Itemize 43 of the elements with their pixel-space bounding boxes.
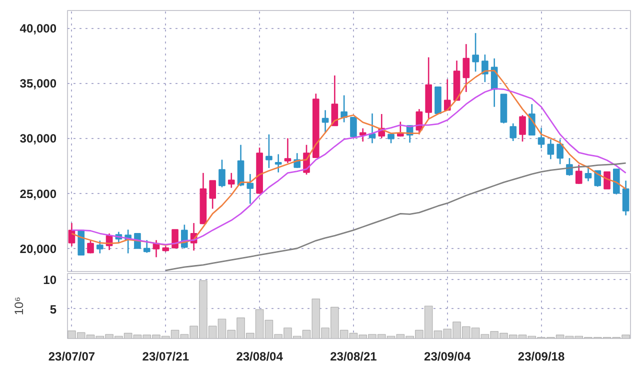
- candlestick: [622, 180, 630, 216]
- y-tick-label: 20,000: [20, 242, 57, 256]
- candlestick: [538, 127, 545, 149]
- candlestick: [266, 134, 272, 169]
- y-tick-label: 25,000: [20, 186, 57, 201]
- candlestick: [172, 229, 178, 250]
- candlestick: [604, 171, 610, 190]
- candlestick: [575, 164, 582, 185]
- y-tick-label: 40,000: [20, 22, 57, 36]
- x-tick-label: 23/07/21: [142, 350, 190, 364]
- y-axis-title: 10⁶: [12, 296, 26, 316]
- x-tick-label: 23/09/18: [518, 350, 565, 364]
- candlestick: [228, 172, 235, 188]
- candlestick: [594, 170, 602, 188]
- candlestick: [359, 128, 366, 142]
- y-tick-label: 30,000: [20, 132, 57, 146]
- candlestick: [510, 122, 517, 142]
- candlestick: [87, 240, 94, 254]
- candlestick: [482, 54, 488, 83]
- candlestick: [218, 159, 226, 188]
- y-tick-label: 35,000: [20, 76, 57, 91]
- y-tick-label: 5: [50, 302, 57, 316]
- line-series: [164, 162, 627, 272]
- x-tick-label: 23/09/04: [424, 350, 472, 364]
- candlestick: [274, 154, 282, 174]
- y-tick-label: 10: [43, 272, 57, 287]
- candlestick: [472, 32, 479, 72]
- candlestick: [284, 138, 292, 164]
- x-tick-label: 23/07/07: [48, 350, 96, 364]
- candlestick: [350, 116, 357, 138]
- candlestick: [246, 173, 254, 204]
- x-tick-label: 23/08/04: [236, 350, 284, 364]
- candlestick: [462, 43, 470, 93]
- candlestick: [143, 239, 150, 254]
- candlestick: [584, 165, 592, 182]
- candlestick: [547, 138, 554, 160]
- candlestick: [209, 180, 216, 210]
- candlestick: [96, 240, 104, 254]
- candlestick: [528, 103, 536, 136]
- x-tick-label: 23/08/21: [330, 350, 378, 364]
- candlestick: [556, 138, 564, 165]
- candlestick: [322, 110, 329, 134]
- candlestick: [519, 114, 526, 142]
